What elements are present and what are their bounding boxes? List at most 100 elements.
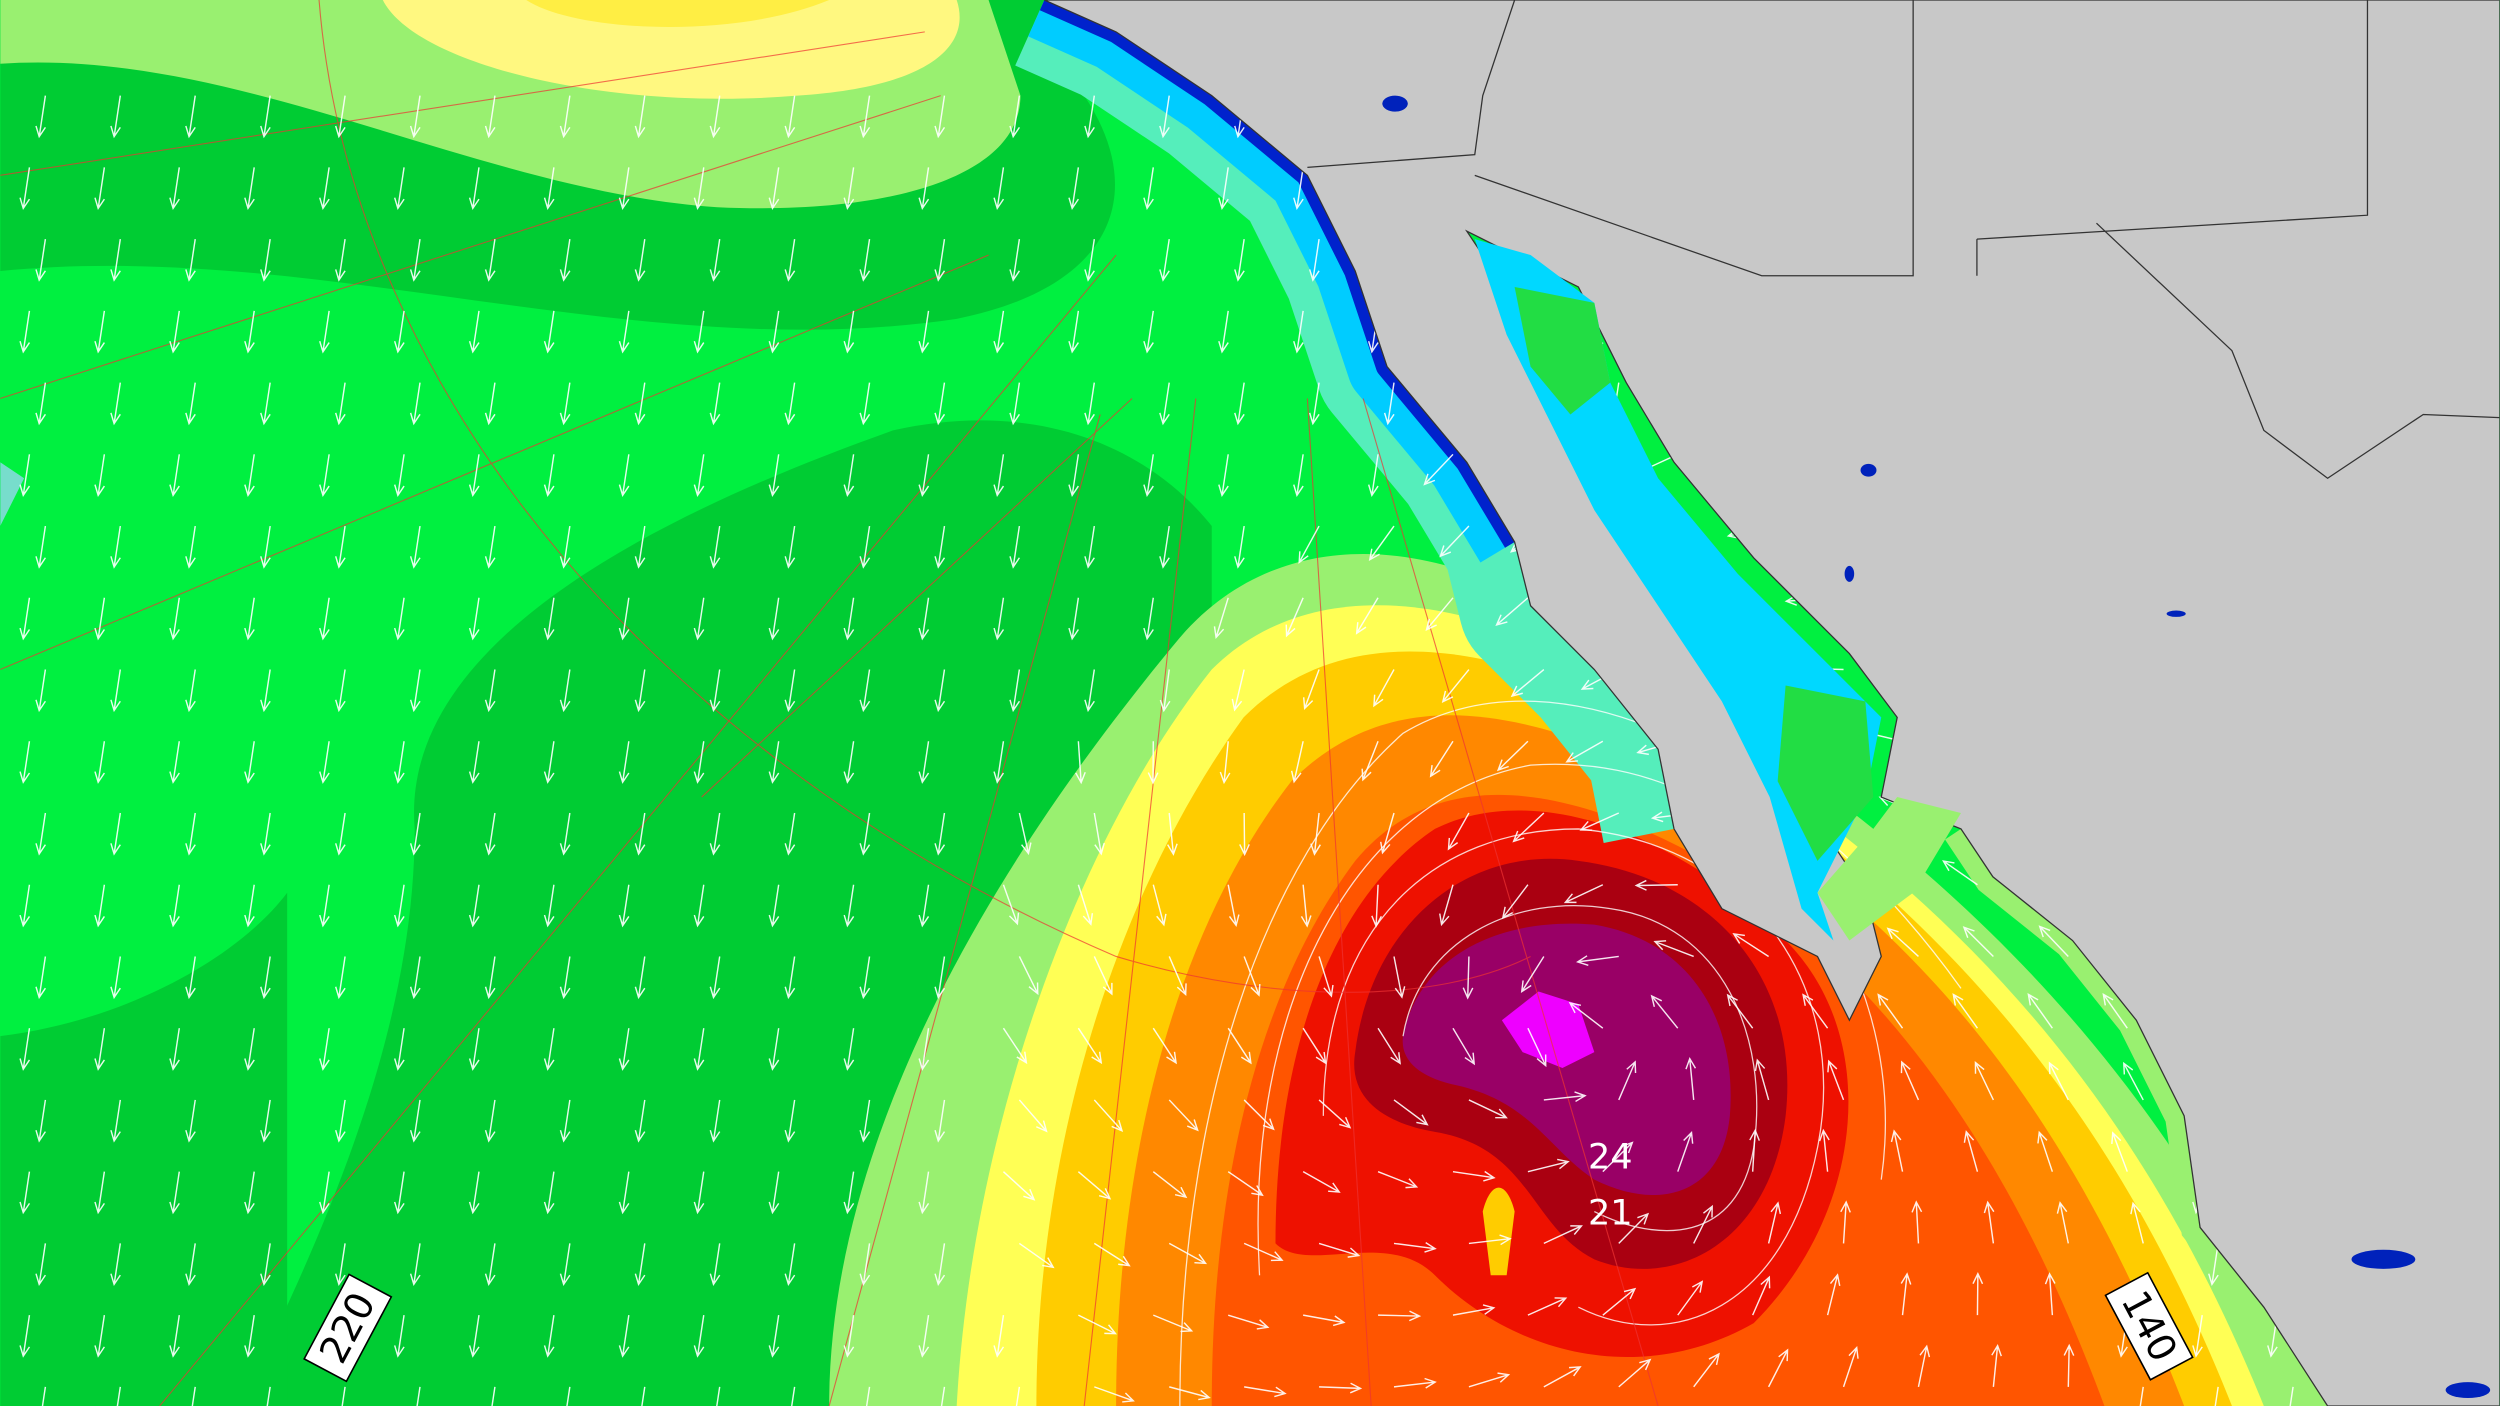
wind-arrow [1802,993,1829,1029]
wind-arrow [185,1099,196,1143]
wind-arrow [2027,993,2053,1029]
wind-arrow [1677,1280,1704,1316]
wind-arrow [2214,1386,2219,1406]
wind-arrow [2111,1131,2128,1172]
wind-arrow [768,310,780,354]
wind-arrow [1093,1242,1131,1267]
wind-arrow [1234,525,1245,569]
wind-arrow [409,1243,421,1287]
wind-arrow [1152,884,1167,927]
wind-arrow [409,239,421,282]
wind-arrow [484,812,496,856]
wind-arrow [1302,1027,1327,1065]
wind-arrow [934,812,946,856]
wind-arrow [1468,1099,1508,1119]
wind-arrow [1093,956,1113,996]
wind-arrow [393,741,405,784]
wind-arrow [491,1386,496,1406]
wind-arrow [1227,884,1240,928]
wind-arrow [1371,884,1382,928]
wind-arrow [1650,994,1679,1029]
wind-arrow [35,812,47,856]
wind-arrow [559,382,571,426]
wind-arrow [918,1028,930,1071]
wind-arrow [618,1171,630,1215]
wind-arrow [1974,1061,1995,1101]
wind-arrow [334,1099,346,1143]
wind-arrow [1159,95,1170,139]
wind-arrow [1018,1099,1048,1133]
wind-arrow [19,597,31,641]
wind-arrow [110,1099,122,1143]
wind-arrow [1009,95,1021,139]
wind-arrow [1618,1212,1650,1244]
wind-arrow [1159,669,1171,713]
wind-arrow [1243,1099,1275,1131]
wind-arrow [1602,1141,1634,1173]
wind-arrow [768,597,780,641]
wind-arrow [2208,1243,2219,1287]
wind-arrow [1972,1272,1984,1316]
wind-arrow [1152,1027,1177,1065]
wind-arrow [94,454,106,497]
wind-arrow [1767,1201,1782,1244]
wind-arrow [1963,1130,1979,1172]
wind-arrow [244,597,255,641]
wind-arrow [918,597,930,641]
wind-arrow [1378,1310,1422,1322]
wind-arrow [1002,884,1020,926]
wind-arrow [244,454,255,497]
wind-arrow [1015,1386,1021,1406]
wind-arrow [409,525,421,569]
wind-arrow [1143,597,1154,641]
wind-arrow [1009,382,1021,426]
wind-arrow [634,669,646,713]
wind-arrow [35,525,47,569]
wind-arrow [843,454,855,497]
wind-arrow [1962,926,1994,957]
wind-arrow [768,884,780,928]
wind-arrow [19,310,31,354]
wind-arrow [2102,992,2128,1029]
wind-arrow [468,454,480,497]
wind-arrow [784,1243,796,1287]
wind-arrow [334,956,346,1000]
wind-arrow [559,525,571,569]
wind-arrow [543,1315,555,1358]
wind-arrow [918,454,930,497]
wind-arrow [1468,1372,1511,1388]
wind-arrow [393,310,405,354]
wind-arrow [334,812,346,856]
wind-arrow [784,956,796,1000]
wind-arrow [1563,884,1604,904]
wind-arrow [1543,1366,1582,1388]
wind-arrow [1752,1275,1771,1316]
wind-arrow [1818,1128,1830,1172]
wind-arrow [1441,669,1470,704]
wind-arrow [993,741,1005,784]
wind-arrow [2048,1061,2069,1101]
wind-arrow [244,310,255,354]
wind-arrow [468,884,480,928]
wind-arrow [19,1315,31,1358]
wind-arrow [918,884,930,928]
wind-arrow [1911,1200,1923,1244]
wind-arrow [319,1028,330,1071]
wind-arrow [94,741,106,784]
wind-arrow [319,1171,330,1215]
wind-arrow [784,525,796,569]
wind-arrow [1693,1204,1713,1244]
wind-arrow [35,956,47,1000]
wind-arrow [543,597,555,641]
wind-arrow [1303,1314,1346,1327]
wind-arrow [185,669,196,713]
wind-arrow [843,884,855,928]
wind-arrow [1243,956,1261,997]
wind-arrow [1068,454,1080,497]
wind-arrow [618,884,630,928]
wind-arrow [1239,812,1250,857]
wind-arrow [1383,382,1395,426]
wind-arrow [2037,1130,2054,1172]
swell-zone [526,0,830,27]
wind-arrow [468,310,480,354]
